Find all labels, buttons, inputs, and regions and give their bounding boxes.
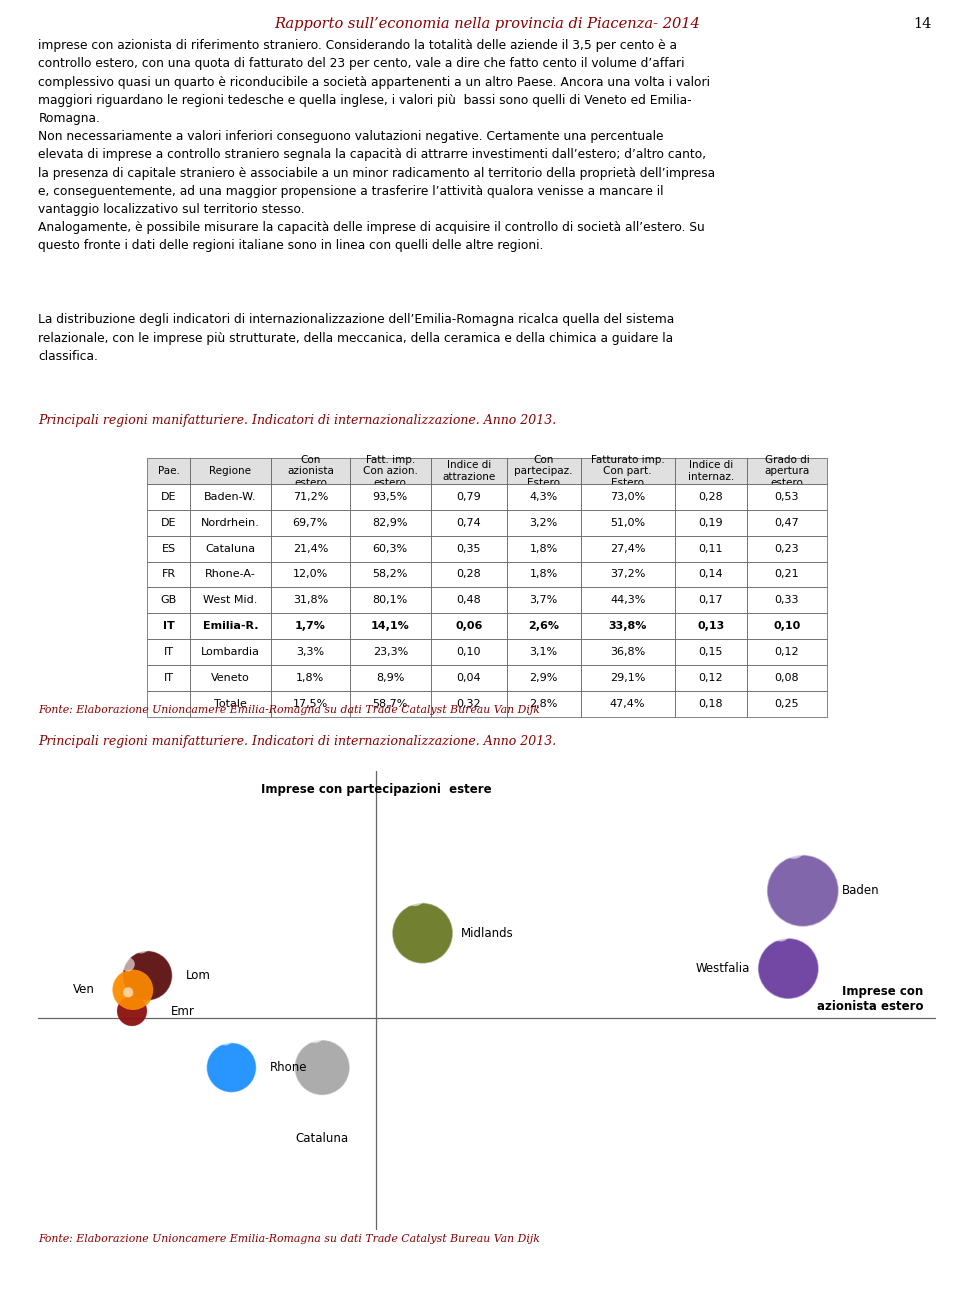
Text: Cataluna: Cataluna [296,1132,348,1145]
Text: Fonte: Elaborazione Unioncamere Emilia-Romagna su dati Trade Catalyst Bureau Van: Fonte: Elaborazione Unioncamere Emilia-R… [38,1234,540,1245]
Text: Imprese con partecipazioni  estere: Imprese con partecipazioni estere [261,784,492,797]
Text: Emr: Emr [171,1004,195,1017]
Point [218,1027,233,1047]
Point [140,965,156,986]
Text: 14: 14 [913,17,931,30]
Point [121,982,136,1003]
Point [315,1057,330,1077]
Text: Rhone: Rhone [270,1060,307,1074]
Text: Principali regioni manifatturiere. Indicatori di internazionalizzazione. Anno 20: Principali regioni manifatturiere. Indic… [38,414,557,427]
Text: Imprese con
azionista estero: Imprese con azionista estero [817,985,924,1013]
Point [224,1057,239,1077]
Point [224,1057,239,1077]
Text: Ven: Ven [73,983,94,996]
Point [795,880,810,901]
Point [126,980,141,1000]
Point [773,921,788,942]
Text: Baden: Baden [841,884,879,897]
Point [780,959,796,980]
Text: Fonte: Elaborazione Unioncamere Emilia-Romagna su dati Trade Catalyst Bureau Van: Fonte: Elaborazione Unioncamere Emilia-R… [38,705,540,716]
Text: Lom: Lom [186,969,211,982]
Point [415,923,430,944]
Text: Midlands: Midlands [461,927,514,940]
Point [315,1057,330,1077]
Text: Rapporto sull’economia nella provincia di Piacenza- 2014: Rapporto sull’economia nella provincia d… [275,17,700,30]
Point [407,885,422,906]
Point [133,935,149,956]
Point [140,965,156,986]
Point [795,880,810,901]
Text: Principali regioni manifatturiere. Indicatori di internazionalizzazione. Anno 20: Principali regioni manifatturiere. Indic… [38,735,557,748]
Point [120,953,135,974]
Text: imprese con azionista di riferimento straniero. Considerando la totalità delle a: imprese con azionista di riferimento str… [38,39,715,252]
Point [125,1000,140,1021]
Point [125,1000,140,1021]
Point [780,959,796,980]
Point [415,923,430,944]
Text: La distribuzione degli indicatori di internazionalizzazione dell’Emilia-Romagna : La distribuzione degli indicatori di int… [38,313,675,363]
Text: Westfalia: Westfalia [695,963,750,976]
Point [126,980,141,1000]
Point [786,836,802,857]
Point [307,1023,323,1043]
